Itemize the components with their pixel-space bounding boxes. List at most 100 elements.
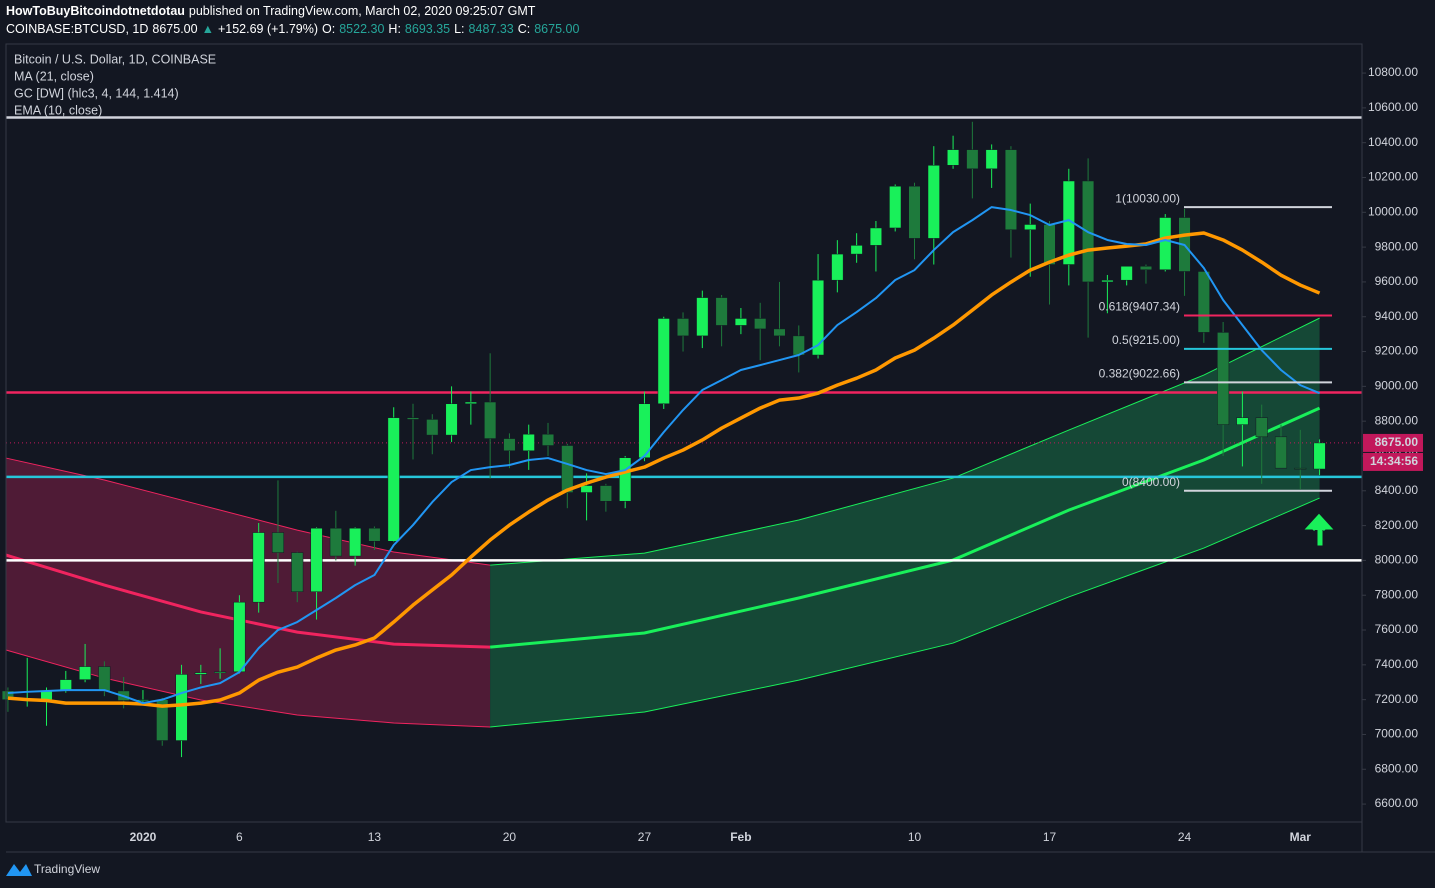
countdown-label: 14:34:56 — [1370, 454, 1418, 468]
y-tick-label: 7800.00 — [1375, 587, 1419, 601]
candle-body — [98, 666, 111, 692]
quote-part: 8675.00 — [152, 22, 197, 36]
candle-body — [831, 253, 844, 281]
candle-body — [580, 485, 593, 493]
candle-body — [561, 445, 574, 493]
y-tick-label: 9000.00 — [1375, 379, 1419, 393]
quote-part: O: — [322, 22, 335, 36]
candle-body — [310, 527, 323, 592]
candle-body — [1294, 467, 1307, 470]
horizontal-lines — [6, 116, 1362, 562]
y-tick-label: 8000.00 — [1375, 553, 1419, 567]
quote-part: 8675.00 — [534, 22, 579, 36]
candle-body — [522, 433, 535, 452]
candle-body — [271, 532, 285, 553]
quote-line: COINBASE:BTCUSD, 1D 8675.00 ▲ +152.69 (+1.7… — [6, 22, 579, 36]
candle-body — [734, 318, 747, 326]
y-tick-label: 10600.00 — [1368, 100, 1418, 114]
quote-part: ▲ — [202, 22, 214, 36]
quote-part: 8487.33 — [469, 22, 514, 36]
candle-body — [233, 601, 246, 673]
candle-body — [1024, 224, 1037, 230]
quote-part: C: — [518, 22, 531, 36]
x-tick-label: 10 — [908, 830, 922, 844]
y-tick-label: 8800.00 — [1375, 413, 1419, 427]
candle-body — [349, 527, 362, 557]
y-tick-label: 9800.00 — [1375, 239, 1419, 253]
fib-label: 0.618(9407.34) — [1099, 300, 1180, 314]
x-tick-label: 2020 — [130, 830, 157, 844]
candle-body — [638, 403, 651, 458]
fibonacci: 1(10030.00) 0.618(9407.34) 0.5(9215.00) 0.3… — [1099, 191, 1332, 492]
candle-body — [869, 227, 882, 246]
x-tick-label: 24 — [1178, 830, 1192, 844]
candle-body — [754, 318, 767, 330]
candle-body — [657, 318, 670, 405]
candle-body — [908, 185, 921, 239]
candle-body — [406, 417, 420, 420]
candle-body — [484, 401, 497, 439]
indicator-line — [7, 206, 1320, 705]
candle-body — [252, 532, 265, 603]
legend-item: GC [DW] (hlc3, 4, 144, 1.414) — [14, 86, 179, 100]
candle-body — [175, 674, 188, 741]
indicators — [7, 206, 1321, 708]
candle-body — [773, 328, 786, 337]
legend-item: MA (21, close) — [14, 69, 94, 83]
candle-body — [329, 527, 342, 557]
quote-part: +152.69 (+1.79%) — [218, 22, 318, 36]
quote-part: H: — [388, 22, 401, 36]
candle-body — [503, 438, 516, 452]
candle-body — [426, 419, 439, 436]
candle-body — [1139, 266, 1153, 270]
y-tick-label: 7600.00 — [1375, 622, 1419, 636]
last-price-label: 8675.00 — [1375, 435, 1419, 449]
band-fill — [6, 458, 491, 727]
y-tick-label: 8200.00 — [1375, 518, 1419, 532]
last-price-box — [1363, 433, 1423, 452]
candle-body — [812, 279, 825, 356]
candle-body — [1101, 279, 1114, 283]
candle-body — [1313, 442, 1326, 470]
fib-label: 0(8400.00) — [1122, 475, 1180, 489]
indicator-line — [7, 231, 1321, 708]
fib-label: 1(10030.00) — [1115, 191, 1180, 205]
y-tick-label: 10800.00 — [1368, 65, 1418, 79]
band-center — [5, 553, 491, 649]
y-tick-label: 7400.00 — [1375, 657, 1419, 671]
candle-body — [1217, 332, 1230, 425]
y-tick-label: 8400.00 — [1375, 483, 1419, 497]
candle-body — [1120, 266, 1133, 281]
axes: 6600.00 6800.00 7000.00 7200.00 7400.00 7600.… — [130, 65, 1423, 844]
candle-body — [696, 297, 709, 337]
candle-body — [1197, 271, 1210, 333]
x-tick-label: 20 — [503, 830, 517, 844]
logo — [6, 864, 32, 876]
candle-body — [889, 185, 902, 229]
y-tick-label: 10000.00 — [1368, 204, 1418, 218]
y-tick-label: 7200.00 — [1375, 692, 1419, 706]
candle-body — [927, 165, 940, 239]
y-tick-label: 9400.00 — [1375, 309, 1419, 323]
x-tick-label: 13 — [368, 830, 382, 844]
legend-item: EMA (10, close) — [14, 103, 102, 117]
gc-bands — [5, 317, 1321, 728]
candle-body — [40, 690, 53, 700]
candle-body — [850, 245, 863, 255]
candle-body — [291, 552, 304, 592]
y-tick-label: 6600.00 — [1375, 796, 1419, 810]
candle-body — [676, 318, 690, 337]
candle-body — [1236, 417, 1249, 425]
candle-body — [599, 485, 612, 502]
candle-body — [194, 672, 207, 675]
candle-body — [619, 457, 632, 502]
candle-body — [368, 527, 381, 542]
fib-label: 0.5(9215.00) — [1112, 333, 1180, 347]
candle-body — [387, 417, 400, 542]
candle-body — [715, 297, 728, 326]
quote-part: L: — [454, 22, 464, 36]
x-tick-label: 17 — [1043, 830, 1057, 844]
candle-body — [966, 149, 979, 170]
y-tick-label: 7000.00 — [1375, 727, 1419, 741]
